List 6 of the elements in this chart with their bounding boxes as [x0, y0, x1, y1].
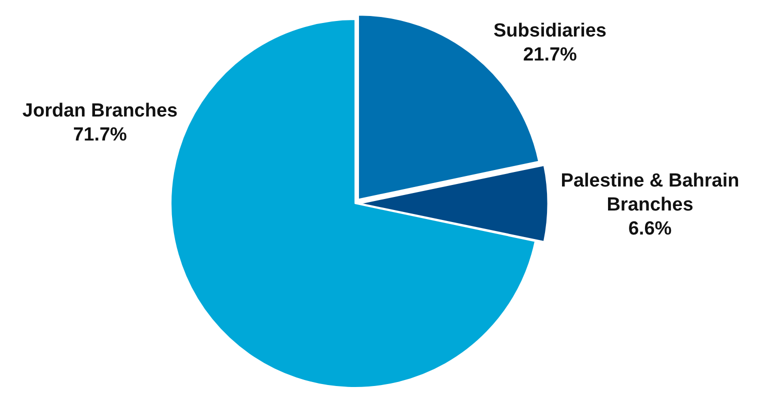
slice-label: Subsidiaries: [494, 20, 606, 42]
slice-label: Jordan Branches: [22, 100, 178, 122]
data-label: 71.7%: [73, 124, 128, 146]
slice-label: Palestine & Bahrain Branches: [560, 170, 740, 216]
data-label: 21.7%: [523, 44, 578, 66]
data-label: 6.6%: [628, 218, 672, 240]
